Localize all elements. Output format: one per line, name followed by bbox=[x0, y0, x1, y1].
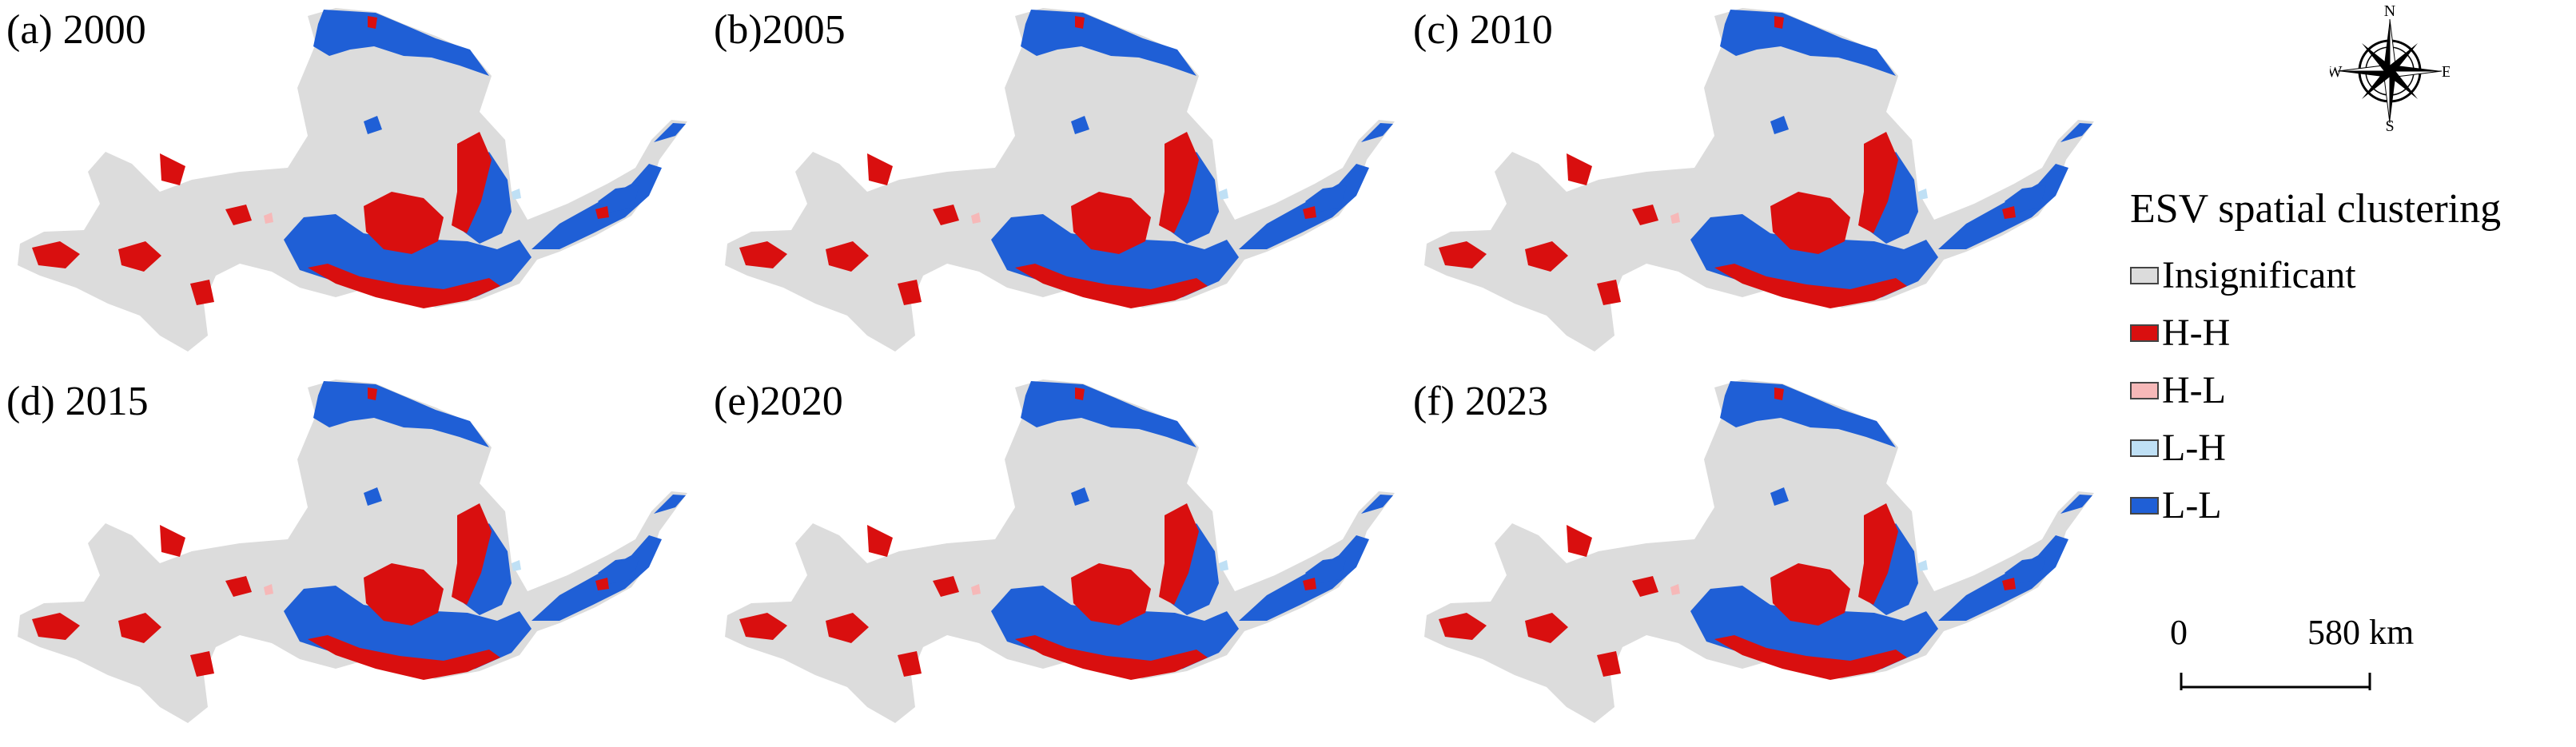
legend-item-label: Insignificant bbox=[2162, 254, 2356, 296]
scale-end-label: 580 km bbox=[2307, 613, 2415, 652]
panel-2020: (e)2020 bbox=[707, 372, 1459, 743]
legend-swatch bbox=[2130, 439, 2159, 457]
cluster-map-2000 bbox=[18, 8, 687, 352]
panel-2010: (c) 2010 bbox=[1407, 0, 2158, 372]
cluster-map-2023 bbox=[1424, 379, 2094, 723]
legend-item-insignificant: Insignificant bbox=[2130, 256, 2356, 296]
legend-swatch bbox=[2130, 382, 2159, 399]
legend-swatch bbox=[2130, 497, 2159, 515]
legend-item-hh: H-H bbox=[2130, 313, 2230, 353]
panel-2023: (f) 2023 bbox=[1407, 372, 2158, 743]
panel-label: (d) 2015 bbox=[6, 379, 149, 424]
map-legend: N S E W ESV spatial clustering Insignifi… bbox=[2122, 0, 2576, 747]
legend-item-hl: H-L bbox=[2130, 371, 2226, 411]
cluster-map-2010 bbox=[1424, 8, 2094, 352]
compass-west-label: W bbox=[2330, 63, 2343, 81]
legend-item-label: L-H bbox=[2162, 427, 2226, 469]
legend-item-label: H-L bbox=[2162, 369, 2226, 411]
panel-2015: (d) 2015 bbox=[0, 372, 751, 743]
legend-title: ESV spatial clustering bbox=[2130, 186, 2502, 232]
scale-bar-line bbox=[2180, 673, 2371, 690]
cluster-map-2020 bbox=[725, 379, 1395, 723]
panel-label: (c) 2010 bbox=[1413, 7, 1553, 53]
panel-label: (e)2020 bbox=[714, 379, 843, 424]
panel-2005: (b)2005 bbox=[707, 0, 1459, 372]
compass-north-label: N bbox=[2384, 3, 2395, 20]
panel-label: (a) 2000 bbox=[6, 7, 146, 53]
scale-start-label: 0 bbox=[2170, 613, 2188, 652]
scale-bar: 0 580 km bbox=[2170, 607, 2418, 703]
cluster-map-2005 bbox=[725, 8, 1395, 352]
legend-swatch bbox=[2130, 324, 2159, 342]
legend-item-label: L-L bbox=[2162, 484, 2222, 526]
compass-east-label: E bbox=[2442, 63, 2450, 81]
panel-label: (f) 2023 bbox=[1413, 379, 1548, 424]
panel-2000: (a) 2000 bbox=[0, 0, 751, 372]
legend-swatch bbox=[2130, 267, 2159, 284]
legend-item-ll: L-L bbox=[2130, 486, 2222, 526]
legend-item-label: H-H bbox=[2162, 312, 2231, 354]
legend-item-lh: L-H bbox=[2130, 428, 2226, 468]
compass-rose-icon: N S E W bbox=[2330, 3, 2450, 131]
cluster-map-2015 bbox=[18, 379, 687, 723]
panel-label: (b)2005 bbox=[714, 7, 846, 53]
compass-south-label: S bbox=[2385, 117, 2394, 131]
